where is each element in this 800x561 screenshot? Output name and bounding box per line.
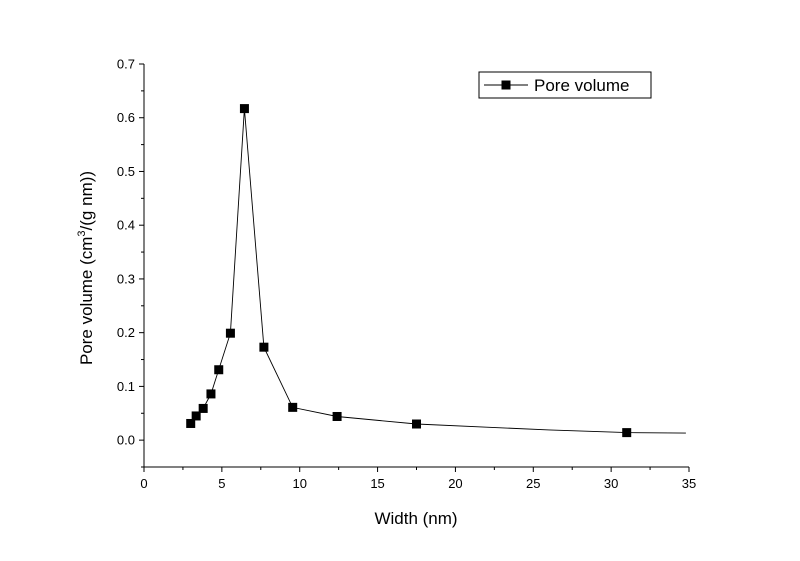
data-point-marker <box>239 104 249 114</box>
x-tick-label: 20 <box>448 476 462 491</box>
legend: Pore volume <box>478 71 652 99</box>
data-point-marker <box>191 411 201 421</box>
series-markers <box>186 104 632 438</box>
data-point-marker <box>225 328 235 338</box>
y-axis-title-suffix: /(g nm)) <box>77 171 96 231</box>
x-tick-label: 10 <box>292 476 306 491</box>
y-axis-title: Pore volume (cm3/(g nm)) <box>76 171 96 365</box>
y-tick-label: 0.5 <box>117 164 135 179</box>
y-axis-title-prefix: Pore volume (cm <box>77 237 96 365</box>
x-axis-title: Width (nm) <box>374 509 457 528</box>
data-point-marker <box>259 342 269 352</box>
data-point-marker <box>622 428 632 438</box>
series-polyline <box>190 108 686 434</box>
y-tick-label: 0.6 <box>117 110 135 125</box>
x-tick-label: 0 <box>140 476 147 491</box>
data-point-marker <box>288 402 298 412</box>
x-tick-label: 35 <box>682 476 696 491</box>
y-axis-ticks: 0.0 0.1 0.2 0.3 0.4 0.5 0.6 0.7 <box>117 57 144 468</box>
data-point-marker <box>412 419 421 429</box>
y-axis-title-superscript: 3 <box>76 230 88 236</box>
y-tick-label: 0.7 <box>117 57 135 72</box>
x-tick-label: 5 <box>218 476 225 491</box>
x-tick-label: 30 <box>604 476 618 491</box>
y-tick-label: 0.0 <box>117 433 135 448</box>
y-tick-label: 0.4 <box>117 218 135 233</box>
legend-label: Pore volume <box>534 76 629 95</box>
data-point-marker <box>214 365 224 375</box>
plot-frame <box>143 64 689 468</box>
data-point-marker <box>186 418 196 428</box>
x-axis-ticks: 0 5 10 15 20 25 30 35 <box>140 467 696 491</box>
y-tick-label: 0.1 <box>117 379 135 394</box>
x-tick-label: 15 <box>370 476 384 491</box>
data-point-marker <box>332 411 342 421</box>
data-point-marker <box>206 389 216 399</box>
legend-marker <box>501 80 511 90</box>
x-tick-label: 25 <box>526 476 540 491</box>
y-tick-label: 0.3 <box>117 271 135 286</box>
y-tick-label: 0.2 <box>117 325 135 340</box>
series-line <box>190 108 686 434</box>
data-point-marker <box>198 403 208 413</box>
